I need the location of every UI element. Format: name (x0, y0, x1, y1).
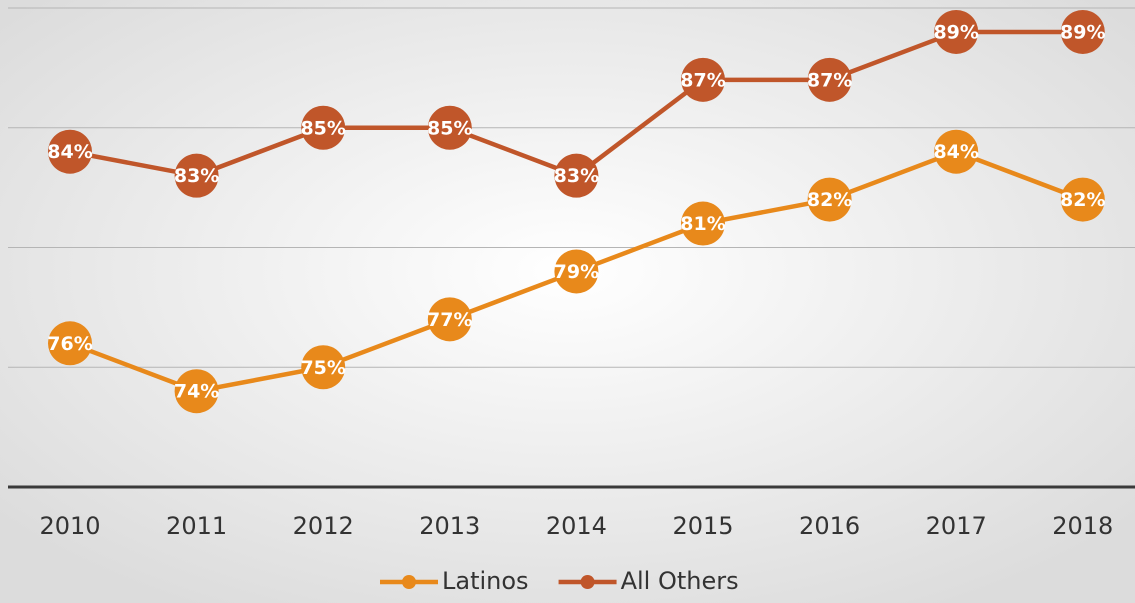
x-tick-label: 2015 (672, 512, 733, 540)
x-tick-label: 2011 (166, 512, 227, 540)
data-label: 76% (47, 333, 92, 355)
legend-marker (402, 575, 416, 589)
marker (807, 177, 852, 222)
data-label: 82% (1060, 189, 1105, 211)
data-label: 82% (807, 189, 852, 211)
marker (554, 249, 599, 294)
x-tick-label: 2013 (419, 512, 480, 540)
data-label: 87% (680, 69, 725, 91)
data-label: 81% (680, 213, 725, 235)
marker (48, 129, 92, 174)
data-label: 84% (933, 141, 978, 163)
data-label: 83% (174, 165, 219, 187)
data-label: 89% (1060, 21, 1105, 43)
x-tick-label: 2018 (1052, 512, 1113, 540)
marker (1060, 9, 1105, 54)
marker (681, 57, 725, 102)
x-tick-label: 2012 (293, 512, 354, 540)
marker (934, 9, 979, 54)
marker (174, 369, 219, 414)
x-tick-label: 2016 (799, 512, 860, 540)
data-label: 85% (300, 117, 345, 139)
data-label: 89% (933, 21, 978, 43)
legend-label: Latinos (442, 567, 529, 595)
data-label: 79% (554, 261, 599, 283)
marker (174, 153, 219, 198)
x-tick-label: 2017 (926, 512, 987, 540)
marker (934, 129, 979, 174)
x-tick-label: 2010 (39, 512, 100, 540)
marker (1060, 177, 1105, 222)
marker (807, 57, 852, 102)
marker (681, 201, 725, 246)
x-tick-label: 2014 (546, 512, 607, 540)
marker (427, 297, 472, 342)
data-label: 75% (300, 357, 345, 379)
legend-marker (580, 575, 595, 589)
marker (554, 153, 599, 198)
marker (48, 321, 92, 366)
legend-label: All Others (621, 567, 739, 595)
data-label: 85% (427, 117, 472, 139)
marker (427, 105, 472, 150)
data-label: 84% (47, 141, 92, 163)
marker (301, 105, 346, 150)
data-label: 83% (554, 165, 599, 187)
data-label: 87% (807, 69, 852, 91)
data-label: 77% (427, 309, 472, 331)
data-label: 74% (174, 381, 219, 403)
marker (301, 345, 346, 390)
